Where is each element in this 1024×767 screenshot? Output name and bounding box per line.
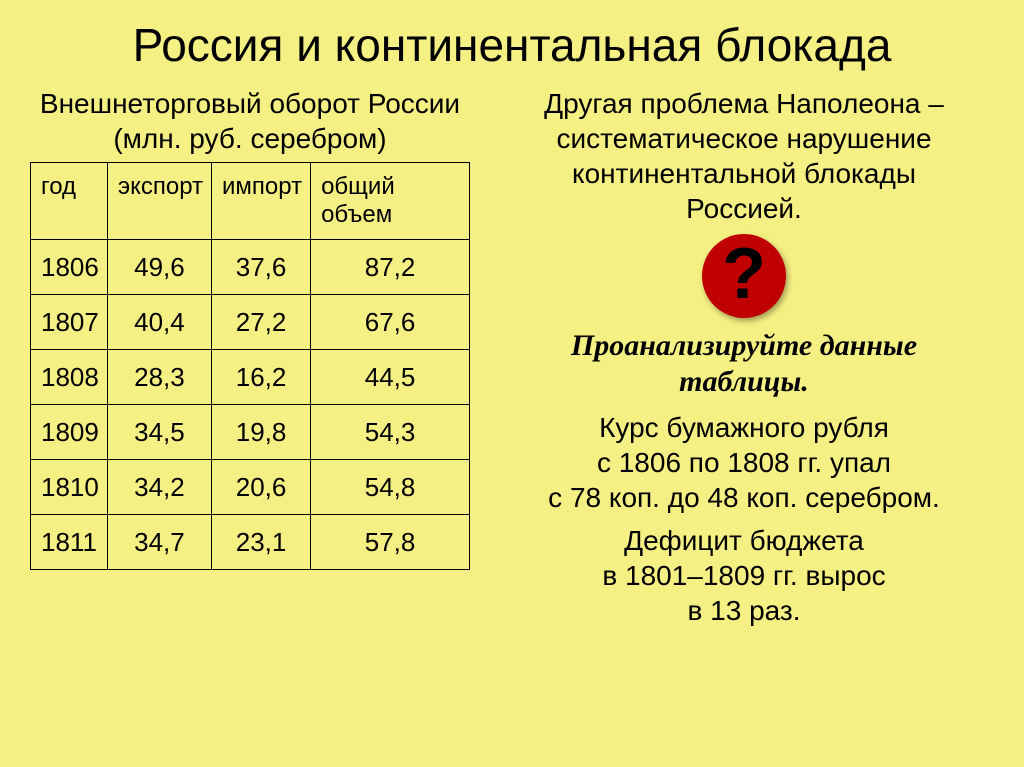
cell: 44,5 — [311, 350, 470, 405]
table-row: 1806 49,6 37,6 87,2 — [31, 240, 470, 295]
intro-line: континентальной блокады — [572, 158, 916, 189]
cell: 28,3 — [107, 350, 211, 405]
cell: 67,6 — [311, 295, 470, 350]
right-column: Другая проблема Наполеона – систематичес… — [494, 86, 994, 636]
p2-line: в 13 раз. — [687, 595, 800, 626]
cell: 20,6 — [212, 460, 311, 515]
emph-line: Проанализируйте данные — [571, 329, 917, 362]
cell: 54,8 — [311, 460, 470, 515]
table-row: 1808 28,3 16,2 44,5 — [31, 350, 470, 405]
trade-table: год экспорт импорт общий объем 1806 49,6… — [30, 162, 470, 570]
caption-line-1: Внешнеторговый оборот России — [40, 88, 460, 119]
cell: 34,7 — [107, 515, 211, 570]
emphasis-instruction: Проанализируйте данные таблицы. — [494, 328, 994, 400]
cell: 1810 — [31, 460, 108, 515]
cell: 37,6 — [212, 240, 311, 295]
left-column: Внешнеторговый оборот России (млн. руб. … — [30, 86, 470, 636]
cell: 1808 — [31, 350, 108, 405]
cell: 40,4 — [107, 295, 211, 350]
p2-line: в 1801–1809 гг. вырос — [602, 560, 885, 591]
cell: 19,8 — [212, 405, 311, 460]
paragraph-2: Дефицит бюджета в 1801–1809 гг. вырос в … — [494, 523, 994, 628]
col-export: экспорт — [107, 163, 211, 240]
table-row: 1810 34,2 20,6 54,8 — [31, 460, 470, 515]
intro-line: Россией. — [686, 193, 802, 224]
intro-line: Другая проблема Наполеона – — [544, 88, 944, 119]
cell: 16,2 — [212, 350, 311, 405]
col-total: общий объем — [311, 163, 470, 240]
cell: 1811 — [31, 515, 108, 570]
cell: 23,1 — [212, 515, 311, 570]
paragraph-1: Курс бумажного рубля с 1806 по 1808 гг. … — [494, 410, 994, 515]
p1-line: с 78 коп. до 48 коп. серебром. — [548, 482, 940, 513]
page-title: Россия и континентальная блокада — [30, 18, 994, 72]
cell: 34,5 — [107, 405, 211, 460]
table-row: 1811 34,7 23,1 57,8 — [31, 515, 470, 570]
p1-line: Курс бумажного рубля — [599, 412, 889, 443]
cell: 57,8 — [311, 515, 470, 570]
table-row: 1807 40,4 27,2 67,6 — [31, 295, 470, 350]
cell: 54,3 — [311, 405, 470, 460]
table-caption: Внешнеторговый оборот России (млн. руб. … — [30, 86, 470, 156]
intro-line: систематическое нарушение — [556, 123, 931, 154]
cell: 34,2 — [107, 460, 211, 515]
question-icon: ? — [702, 234, 786, 318]
cell: 1809 — [31, 405, 108, 460]
cell: 49,6 — [107, 240, 211, 295]
p2-line: Дефицит бюджета — [624, 525, 864, 556]
question-glyph: ? — [722, 238, 766, 310]
cell: 87,2 — [311, 240, 470, 295]
cell: 1806 — [31, 240, 108, 295]
caption-line-2: (млн. руб. серебром) — [113, 123, 386, 154]
content-columns: Внешнеторговый оборот России (млн. руб. … — [30, 86, 994, 636]
cell: 27,2 — [212, 295, 311, 350]
table-row: 1809 34,5 19,8 54,3 — [31, 405, 470, 460]
table-header-row: год экспорт импорт общий объем — [31, 163, 470, 240]
col-year: год — [31, 163, 108, 240]
cell: 1807 — [31, 295, 108, 350]
p1-line: с 1806 по 1808 гг. упал — [597, 447, 891, 478]
col-import: импорт — [212, 163, 311, 240]
intro-paragraph: Другая проблема Наполеона – систематичес… — [494, 86, 994, 226]
emph-line: таблицы. — [679, 365, 809, 398]
